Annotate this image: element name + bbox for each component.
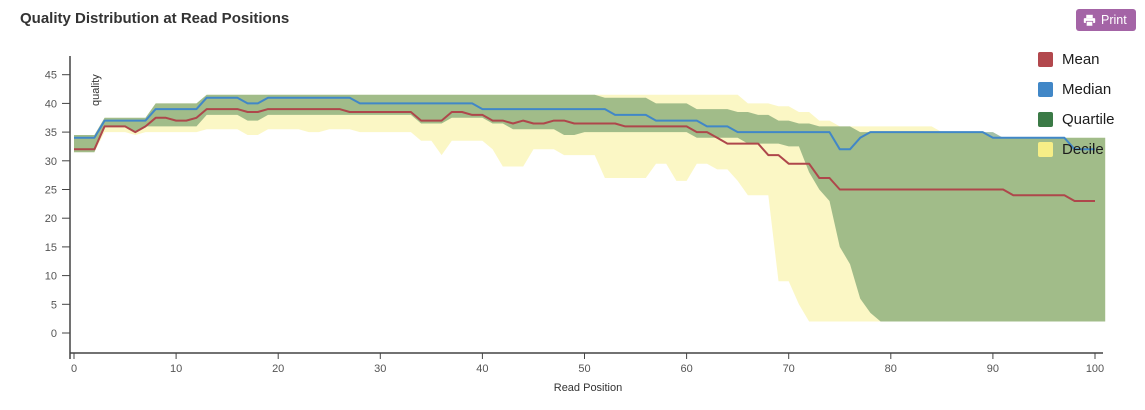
decile-swatch — [1038, 142, 1053, 157]
mean-swatch — [1038, 52, 1053, 67]
x-tick-label: 30 — [374, 363, 386, 375]
median-line — [74, 96, 1095, 151]
x-tick-label: 10 — [170, 363, 182, 375]
y-tick-label: 30 — [45, 156, 57, 168]
legend-label-decile: Decile — [1062, 141, 1104, 158]
y-tick-label: 45 — [45, 70, 57, 82]
x-tick-label: 60 — [680, 363, 692, 375]
y-axis-label: quality — [90, 74, 102, 106]
quartile-swatch — [1038, 112, 1053, 127]
quartile-band — [74, 94, 1106, 322]
legend-item-mean[interactable]: Mean — [1038, 51, 1115, 68]
decile-band — [74, 94, 1106, 322]
chart-legend: Mean Median Quartile Decile — [1038, 51, 1115, 171]
median-swatch — [1038, 82, 1053, 97]
x-axis-label: Read Position — [554, 382, 623, 394]
y-tick-label: 5 — [51, 299, 57, 311]
legend-item-quartile[interactable]: Quartile — [1038, 111, 1115, 128]
y-tick-label: 35 — [45, 127, 57, 139]
x-tick-label: 70 — [783, 363, 795, 375]
legend-item-decile[interactable]: Decile — [1038, 141, 1115, 158]
y-tick-label: 10 — [45, 271, 57, 283]
print-button-label: Print — [1101, 13, 1127, 27]
mean-line — [74, 108, 1095, 202]
legend-label-median: Median — [1062, 81, 1112, 98]
y-tick-label: 15 — [45, 242, 57, 254]
x-tick-label: 40 — [476, 363, 488, 375]
x-tick-label: 0 — [71, 363, 77, 375]
page-title: Quality Distribution at Read Positions — [20, 10, 290, 27]
y-tick-label: 40 — [45, 98, 57, 110]
y-tick-label: 0 — [51, 328, 57, 340]
legend-label-quartile: Quartile — [1062, 111, 1115, 128]
x-tick-label: 80 — [885, 363, 897, 375]
x-tick-label: 20 — [272, 363, 284, 375]
x-tick-label: 50 — [578, 363, 590, 375]
x-tick-label: 90 — [987, 363, 999, 375]
legend-item-median[interactable]: Median — [1038, 81, 1115, 98]
x-tick-label: 100 — [1086, 363, 1104, 375]
y-tick-label: 25 — [45, 185, 57, 197]
y-tick-label: 20 — [45, 213, 57, 225]
printer-icon — [1083, 14, 1096, 27]
legend-label-mean: Mean — [1062, 51, 1100, 68]
print-button[interactable]: Print — [1076, 9, 1136, 31]
